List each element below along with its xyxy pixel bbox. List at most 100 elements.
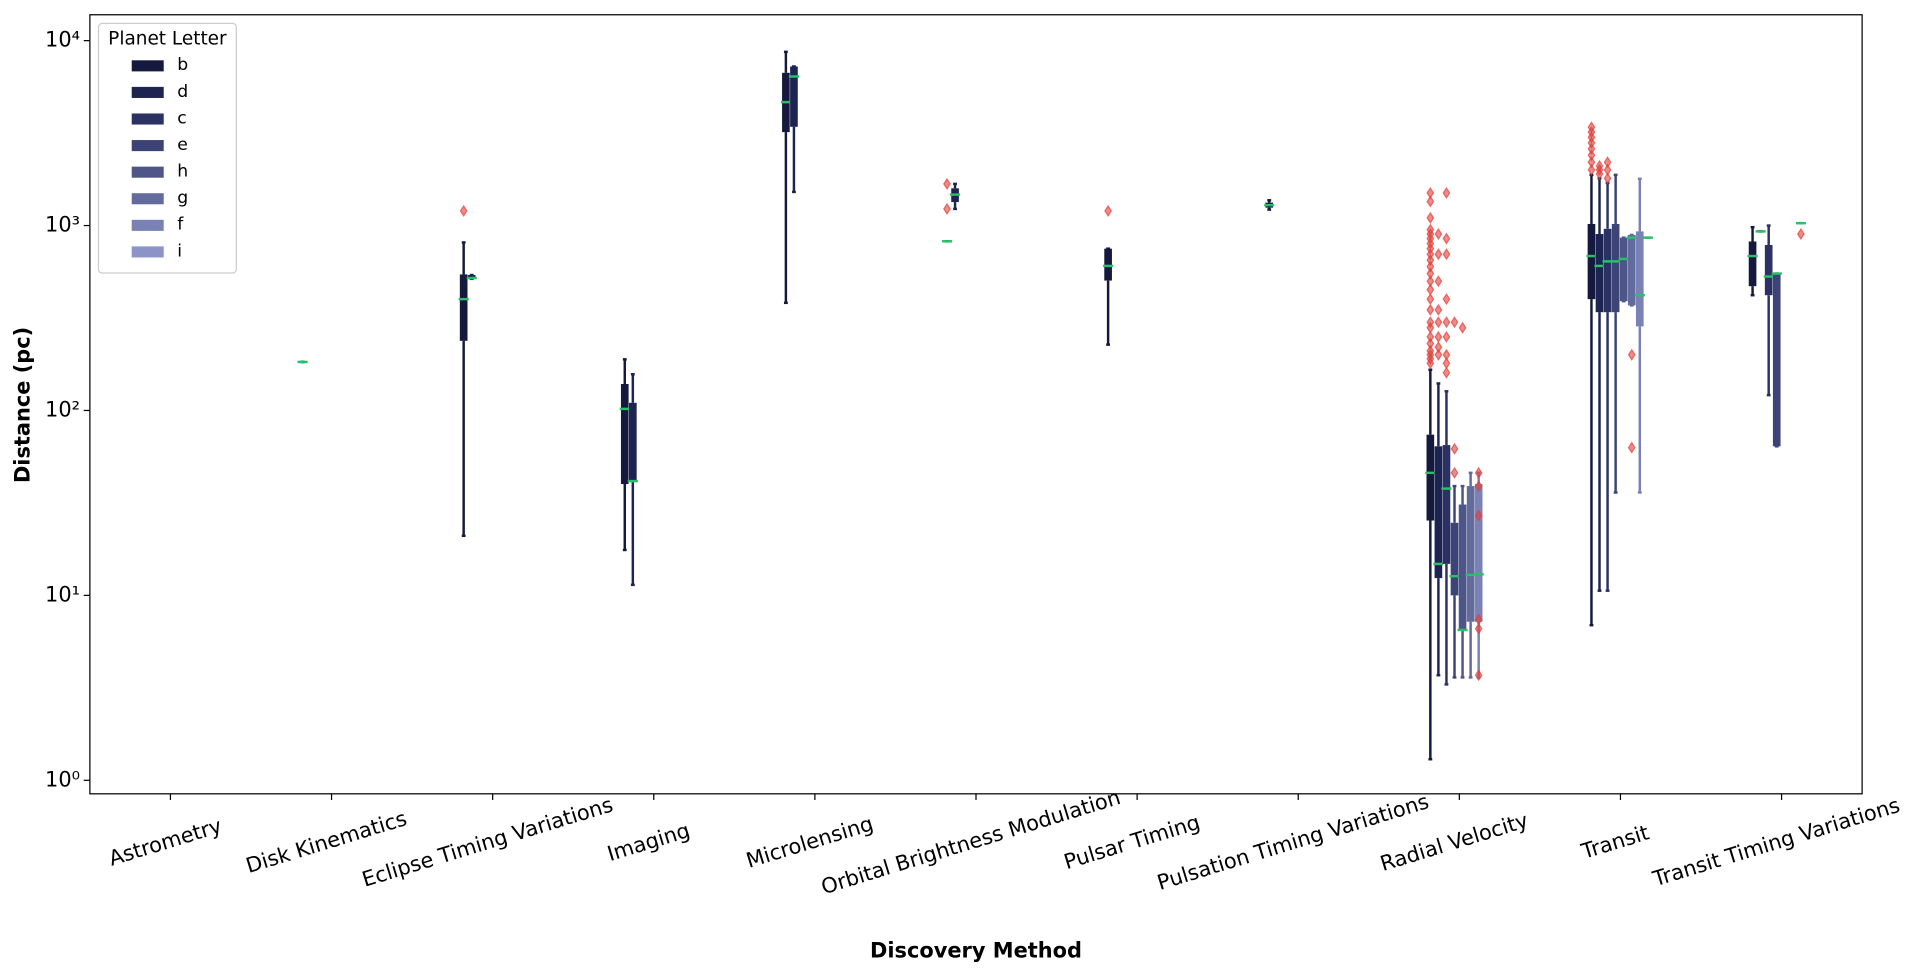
flier bbox=[1426, 260, 1435, 273]
y-axis-label: Distance (pc) bbox=[10, 327, 34, 483]
flier bbox=[1474, 613, 1483, 626]
flier bbox=[1442, 186, 1451, 200]
x-tick-label: Transit Timing Variations bbox=[1649, 793, 1903, 891]
legend-label: e bbox=[177, 135, 188, 155]
box-group bbox=[1618, 236, 1629, 303]
flier bbox=[1434, 348, 1443, 361]
box-group bbox=[788, 65, 799, 194]
plot-frame bbox=[89, 14, 1863, 795]
flier bbox=[1627, 348, 1636, 361]
box bbox=[459, 274, 468, 341]
box-group bbox=[780, 50, 791, 305]
flier bbox=[1426, 223, 1435, 236]
box-group bbox=[1763, 224, 1774, 397]
box-group bbox=[1755, 230, 1766, 233]
legend-label: c bbox=[177, 108, 186, 128]
flier bbox=[1426, 293, 1435, 306]
y-tick-label: 10⁴ bbox=[45, 28, 80, 52]
flier bbox=[943, 177, 951, 190]
flier bbox=[1426, 303, 1435, 316]
x-tick-label: Orbital Brightness Modulation bbox=[818, 785, 1123, 899]
x-tick-label: Astrometry bbox=[106, 814, 225, 871]
flier bbox=[1587, 156, 1596, 169]
x-tick-label: Pulsation Timing Variations bbox=[1154, 789, 1431, 895]
flier bbox=[1426, 186, 1435, 200]
flier bbox=[1587, 121, 1596, 134]
box-group bbox=[619, 358, 630, 552]
x-axis-label: Discovery Method bbox=[870, 938, 1082, 962]
legend-swatch bbox=[131, 193, 164, 205]
flier bbox=[1434, 330, 1443, 343]
legend-swatch bbox=[131, 60, 164, 72]
flier bbox=[1426, 330, 1435, 343]
box-group bbox=[1626, 233, 1637, 454]
legend-label: b bbox=[177, 55, 188, 75]
flier bbox=[1426, 316, 1435, 329]
flier bbox=[1474, 509, 1483, 522]
box-group bbox=[1586, 121, 1597, 627]
box-group bbox=[1473, 466, 1484, 682]
flier bbox=[1458, 321, 1467, 334]
box bbox=[1587, 223, 1596, 300]
box bbox=[629, 402, 637, 483]
flier bbox=[1426, 283, 1435, 296]
legend-label: d bbox=[177, 82, 188, 102]
y-tick-label: 10³ bbox=[45, 213, 80, 237]
flier bbox=[1442, 330, 1451, 343]
flier bbox=[1442, 357, 1451, 370]
legend-label: h bbox=[177, 162, 188, 182]
box-group bbox=[1264, 199, 1275, 211]
box-group bbox=[1747, 225, 1758, 297]
box bbox=[1748, 241, 1757, 287]
flier bbox=[1796, 227, 1805, 241]
box-group bbox=[1457, 321, 1468, 679]
box bbox=[1104, 248, 1112, 281]
box bbox=[1772, 273, 1781, 447]
legend-swatch bbox=[131, 246, 164, 258]
flier bbox=[1426, 211, 1435, 224]
flier bbox=[1603, 156, 1612, 169]
flier bbox=[1104, 204, 1113, 217]
box-group bbox=[1465, 471, 1476, 679]
box-group bbox=[466, 273, 477, 281]
flier bbox=[1426, 344, 1435, 357]
box-group bbox=[1441, 186, 1452, 686]
box-group bbox=[949, 182, 961, 211]
box bbox=[1764, 244, 1773, 296]
box-group bbox=[1610, 173, 1621, 494]
flier bbox=[1603, 172, 1612, 185]
box bbox=[1595, 234, 1604, 313]
flier bbox=[1434, 275, 1443, 288]
box-group bbox=[1795, 221, 1806, 241]
box-group bbox=[1103, 204, 1114, 346]
flier bbox=[1426, 275, 1435, 288]
flier bbox=[1442, 348, 1451, 361]
flier bbox=[1450, 316, 1459, 329]
x-tick-label: Imaging bbox=[604, 818, 692, 866]
box bbox=[1611, 223, 1620, 313]
box-group bbox=[1634, 177, 1645, 494]
box-group bbox=[627, 373, 638, 587]
flier bbox=[459, 204, 468, 217]
box-group bbox=[1594, 159, 1605, 592]
legend-label: f bbox=[177, 215, 184, 235]
flier bbox=[1442, 293, 1451, 306]
box-group bbox=[1433, 227, 1444, 677]
y-tick-label: 10² bbox=[45, 397, 80, 421]
legend-swatch bbox=[131, 86, 164, 98]
box-group bbox=[1602, 156, 1613, 592]
legend-swatch bbox=[131, 166, 164, 178]
box bbox=[1466, 486, 1475, 622]
box bbox=[1458, 504, 1467, 630]
box-group bbox=[1449, 316, 1460, 679]
box bbox=[1619, 237, 1628, 302]
flier bbox=[1426, 267, 1435, 280]
box-group bbox=[1771, 272, 1782, 448]
flier bbox=[1587, 163, 1596, 176]
flier bbox=[943, 202, 951, 215]
flier bbox=[1474, 669, 1483, 682]
box bbox=[790, 66, 798, 127]
flier bbox=[1474, 622, 1483, 635]
